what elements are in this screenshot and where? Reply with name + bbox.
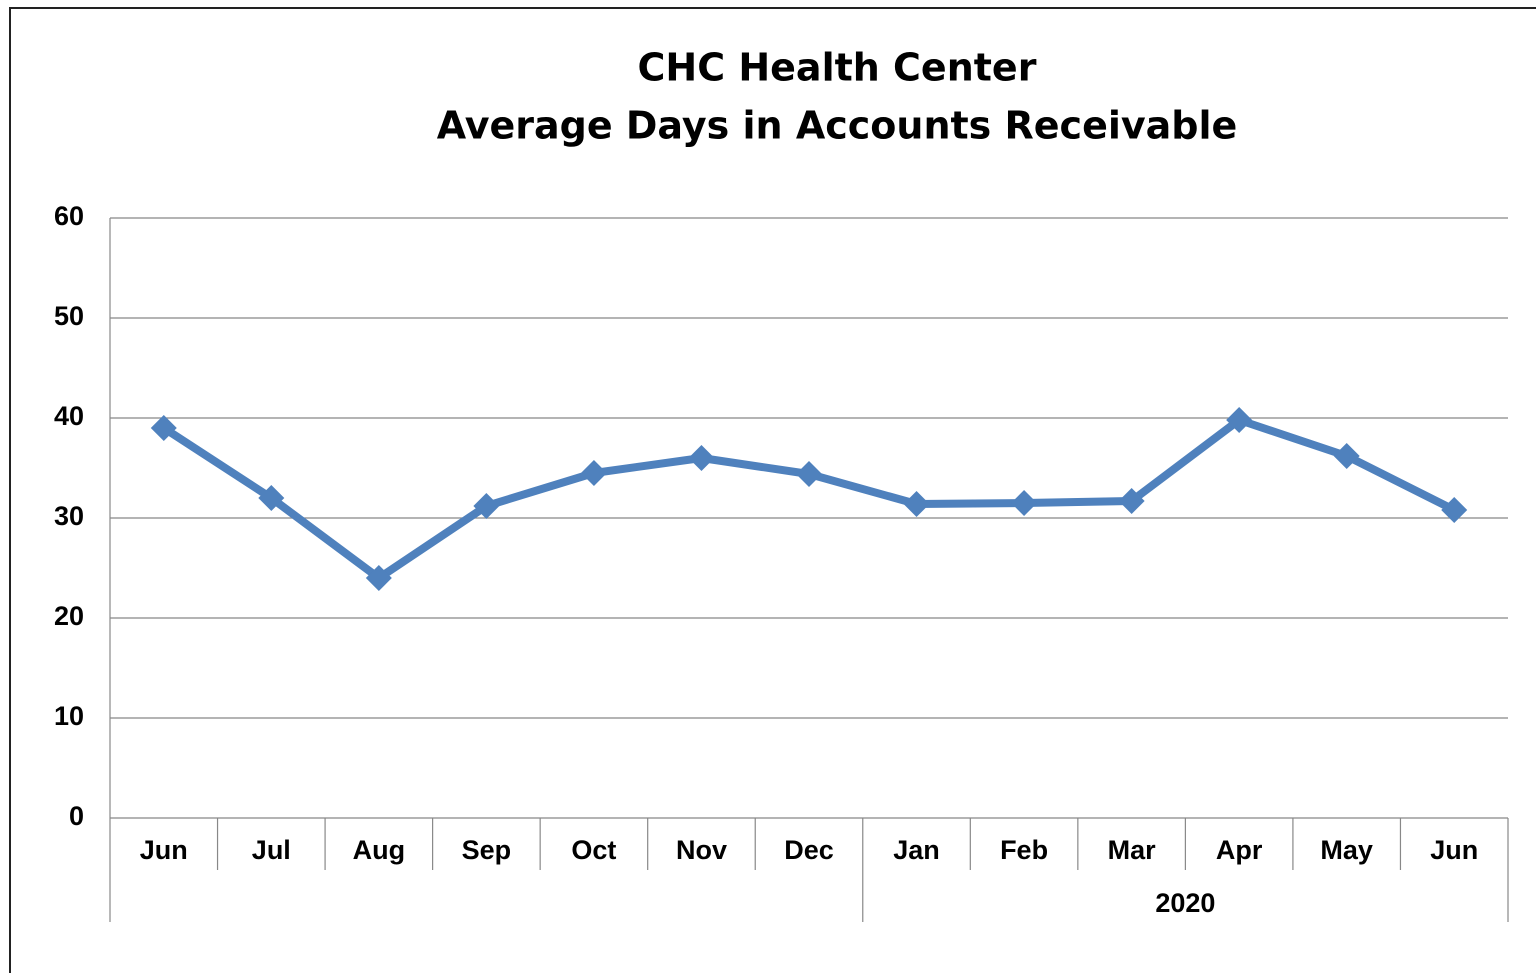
data-point bbox=[1441, 497, 1468, 523]
x-tick-label: May bbox=[1320, 835, 1373, 865]
y-tick-label: 10 bbox=[54, 701, 84, 731]
data-point bbox=[1333, 443, 1360, 469]
x-tick-label: Jan bbox=[893, 835, 940, 865]
data-point bbox=[1118, 488, 1145, 514]
data-point bbox=[150, 415, 177, 441]
y-tick-label: 60 bbox=[54, 201, 84, 231]
x-tick-label: Jun bbox=[140, 835, 188, 865]
x-tick-label: Feb bbox=[1000, 835, 1048, 865]
y-tick-label: 50 bbox=[54, 301, 84, 331]
data-point bbox=[903, 491, 930, 517]
data-point bbox=[473, 493, 500, 519]
chart-frame bbox=[9, 7, 1536, 978]
y-tick-label: 20 bbox=[54, 601, 84, 631]
data-point bbox=[365, 565, 392, 591]
x-tick-label: Apr bbox=[1216, 835, 1263, 865]
x-tick-label: Mar bbox=[1108, 835, 1157, 865]
y-tick-label: 0 bbox=[69, 801, 84, 831]
x-tick-label: Jul bbox=[252, 835, 291, 865]
y-tick-label: 40 bbox=[54, 401, 84, 431]
x-tick-label: Sep bbox=[462, 835, 512, 865]
data-point bbox=[796, 461, 822, 487]
x-tick-label: Jun bbox=[1430, 835, 1478, 865]
data-point bbox=[688, 445, 715, 471]
x-tick-label: Dec bbox=[784, 835, 834, 865]
chart-subtitle: Average Days in Accounts Receivable bbox=[437, 104, 1238, 148]
data-point bbox=[1011, 490, 1038, 516]
x-tick-label: Aug bbox=[353, 835, 405, 865]
chart-title: CHC Health Center bbox=[638, 46, 1037, 90]
data-point bbox=[580, 460, 607, 486]
data-point bbox=[1226, 407, 1253, 433]
x-tick-label: Nov bbox=[676, 835, 727, 865]
y-tick-label: 30 bbox=[54, 501, 84, 531]
x-tick-label: Oct bbox=[571, 835, 616, 865]
data-point bbox=[258, 485, 285, 511]
group-label: 2020 bbox=[1155, 888, 1215, 918]
